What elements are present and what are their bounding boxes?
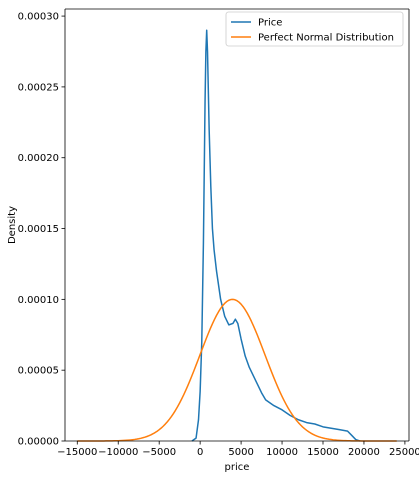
axes-layer: −15000 −10000 −5000 0 5000 10000 15000 20000 250…	[18, 8, 419, 458]
x-tick-label: 15000	[307, 447, 339, 458]
x-tick-label: 20000	[348, 447, 380, 458]
plot-background	[65, 9, 409, 441]
plot-area	[65, 9, 409, 441]
y-tick-label: 0.00030	[18, 12, 59, 23]
series-line-price	[191, 29, 361, 442]
x-axis-label: price	[225, 462, 250, 473]
x-tick-label: −15000	[57, 447, 97, 458]
legend-entry: Price	[258, 18, 282, 29]
x-tick-label: 0	[197, 447, 203, 458]
y-tick-label: 0.00005	[18, 366, 59, 377]
legend: Price Perfect Normal Distribution	[225, 11, 404, 47]
y-axis-label: Density	[7, 206, 18, 244]
x-tick-label: 25000	[389, 447, 419, 458]
legend-box	[225, 11, 404, 47]
series-layer	[77, 29, 397, 442]
y-tick-label: 0.00025	[18, 82, 59, 93]
x-tick-label: 5000	[228, 447, 253, 458]
y-tick-label: 0.00020	[18, 153, 59, 164]
y-tick-label: 0.00010	[18, 295, 59, 306]
x-tick-label: 10000	[266, 447, 298, 458]
legend-entry: Perfect Normal Distribution	[258, 33, 394, 44]
x-tick-label: −10000	[98, 447, 138, 458]
y-tick-label: 0.00015	[18, 224, 59, 235]
series-line-normal	[77, 298, 397, 442]
y-tick-label: 0.00000	[18, 437, 59, 448]
x-tick-label: −5000	[142, 447, 176, 458]
